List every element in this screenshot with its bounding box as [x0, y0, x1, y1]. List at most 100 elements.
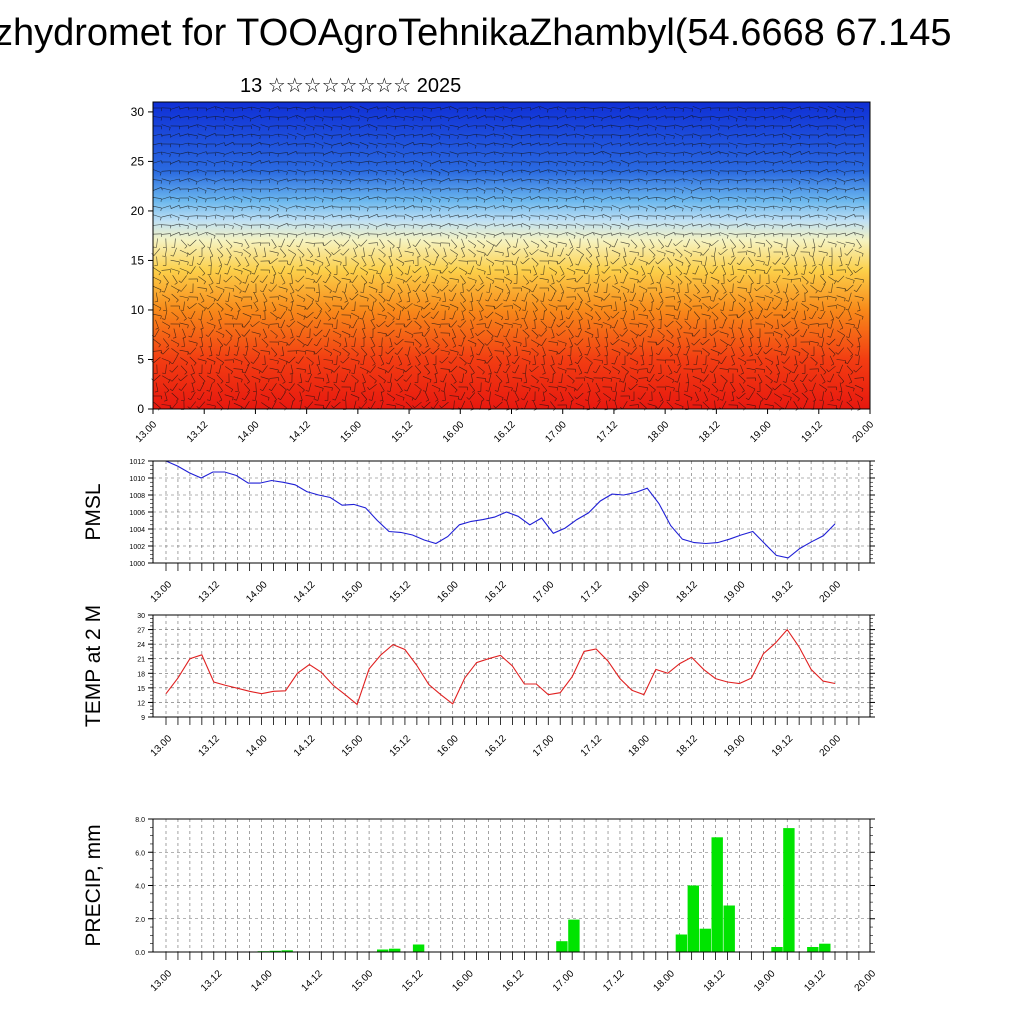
precip-xtick-label: 18.12 — [702, 968, 728, 994]
pmsl-xtick-label: 16.12 — [483, 579, 509, 605]
profile-ytick-label: 15 — [131, 253, 145, 267]
precip-bar — [269, 950, 281, 952]
pmsl-ytick-label: 1008 — [129, 493, 145, 500]
temp-xtick-label: 18.12 — [674, 733, 700, 759]
precip-xtick-label: 14.12 — [300, 968, 326, 994]
precip-bar — [389, 948, 401, 952]
precip-ytick-label: 2.0 — [135, 917, 145, 924]
temp-ytick-label: 30 — [137, 613, 145, 620]
profile-xtick-label: 19.00 — [748, 419, 774, 445]
pmsl-xtick-label: 18.12 — [674, 579, 700, 605]
temp-ytick-label: 12 — [137, 700, 145, 707]
profile-ytick-label: 25 — [131, 154, 145, 168]
temp-ylabel: TEMP at 2 M — [82, 605, 105, 727]
profile-xtick-label: 17.00 — [543, 419, 569, 445]
precip-xtick-label: 13.00 — [149, 968, 175, 994]
profile-ytick-label: 0 — [137, 402, 144, 416]
profile-heatmap — [153, 102, 870, 409]
pmsl-xtick-label: 14.00 — [244, 579, 270, 605]
temp-xtick-label: 19.12 — [770, 733, 796, 759]
temp-series-line — [165, 628, 836, 706]
profile-xtick-label: 13.00 — [134, 419, 160, 445]
profile-xtick-label: 16.00 — [441, 419, 467, 445]
precip-frame — [152, 818, 871, 953]
pmsl-ytick-label: 1004 — [129, 527, 145, 534]
pmsl-xtick-label: 17.00 — [531, 579, 557, 605]
profile-xtick-label: 14.12 — [287, 419, 313, 445]
pmsl-ytick-label: 1000 — [129, 561, 145, 568]
precip-bar — [556, 941, 568, 952]
precip-bar — [699, 928, 711, 952]
pmsl-panel: 1000 1002 1004 1006 1008 1010 1012 13.00 13.12 14… — [82, 459, 875, 605]
precip-ytick-label: 0.0 — [135, 950, 145, 957]
temp-ytick-label: 18 — [137, 671, 145, 678]
precip-bar — [675, 934, 688, 952]
pmsl-series-line — [165, 460, 836, 559]
precip-bar — [377, 949, 389, 952]
profile-xtick-label: 15.12 — [390, 419, 416, 445]
temp-xtick-label: 18.00 — [627, 733, 653, 759]
pmsl-xtick-label: 15.12 — [388, 579, 414, 605]
precip-xtick-label: 19.12 — [802, 968, 828, 994]
precip-xtick-label: 17.00 — [551, 968, 577, 994]
precip-xtick-label: 14.00 — [249, 968, 275, 994]
temp-frame — [152, 614, 871, 718]
temp-ytick-label: 15 — [137, 686, 145, 693]
precip-xtick-label: 16.12 — [501, 968, 527, 994]
temp-xtick-label: 13.12 — [196, 733, 222, 759]
precip-ytick-label: 6.0 — [135, 850, 145, 857]
page-subtitle: 13 ☆☆☆☆☆☆☆☆ 2025 — [240, 75, 462, 97]
temp-xtick-label: 14.00 — [244, 733, 270, 759]
pmsl-xtick-label: 20.00 — [818, 579, 844, 605]
profile-xtick-label: 18.12 — [697, 419, 723, 445]
temp-ytick-label: 9 — [141, 715, 145, 722]
pmsl-xtick-label: 18.00 — [627, 579, 653, 605]
page-title: zhydromet for TOOAgroTehnikaZhambyl(54.6… — [0, 12, 952, 54]
temp-ytick-label: 21 — [137, 657, 145, 664]
pmsl-xtick-label: 14.12 — [292, 579, 318, 605]
profile-xtick-label: 18.00 — [646, 419, 672, 445]
precip-ytick-label: 4.0 — [135, 884, 145, 891]
precip-xtick-label: 16.00 — [450, 968, 476, 994]
precip-xtick-label: 13.12 — [199, 968, 225, 994]
temp-xtick-label: 20.00 — [818, 733, 844, 759]
profile-ytick-label: 5 — [137, 352, 144, 366]
precip-bar — [412, 944, 425, 952]
profile-xtick-label: 20.00 — [851, 419, 877, 445]
profile-xtick-label: 13.12 — [185, 419, 211, 445]
profile-panel: 0 5 10 15 20 25 30 13.00 13.12 14.00 14.12 15.00 15.… — [131, 101, 877, 445]
precip-bar — [281, 950, 293, 952]
pmsl-ylabel: PMSL — [82, 483, 105, 540]
precip-panel: 0.0 2.0 4.0 6.0 8.0 13.00 13.12 14.00 14.12 15.00… — [82, 817, 878, 994]
precip-ylabel: PRECIP, mm — [82, 824, 105, 946]
precip-xtick-label: 18.00 — [652, 968, 678, 994]
pmsl-ytick-label: 1012 — [129, 459, 145, 466]
pmsl-xtick-label: 13.12 — [196, 579, 222, 605]
profile-xtick-label: 19.12 — [799, 419, 825, 445]
profile-ytick-label: 20 — [131, 204, 145, 218]
profile-ytick-label: 30 — [131, 105, 145, 119]
pmsl-ytick-label: 1002 — [129, 544, 145, 551]
temp-panel: 9 12 15 18 21 24 27 30 13.00 13.12 14.00 14.12 15.00… — [82, 605, 875, 759]
temp-xtick-label: 13.00 — [149, 733, 175, 759]
temp-xtick-label: 17.12 — [579, 733, 605, 759]
profile-xtick-label: 14.00 — [236, 419, 262, 445]
precip-xtick-label: 15.12 — [400, 968, 426, 994]
temp-xtick-label: 16.12 — [483, 733, 509, 759]
temp-xtick-label: 15.12 — [388, 733, 414, 759]
precip-bar — [771, 947, 783, 952]
precip-bar — [568, 919, 580, 952]
temp-ytick-label: 27 — [137, 628, 145, 635]
temp-xtick-label: 16.00 — [435, 733, 461, 759]
precip-ytick-label: 8.0 — [135, 817, 145, 824]
pmsl-ytick-label: 1010 — [129, 476, 145, 483]
pmsl-xtick-label: 19.00 — [722, 579, 748, 605]
pmsl-xtick-label: 15.00 — [340, 579, 366, 605]
precip-bar — [819, 943, 831, 952]
temp-xtick-label: 14.12 — [292, 733, 318, 759]
temp-xtick-label: 17.00 — [531, 733, 557, 759]
profile-xtick-label: 17.12 — [595, 419, 621, 445]
pmsl-xtick-label: 19.12 — [770, 579, 796, 605]
precip-xtick-label: 19.00 — [752, 968, 778, 994]
